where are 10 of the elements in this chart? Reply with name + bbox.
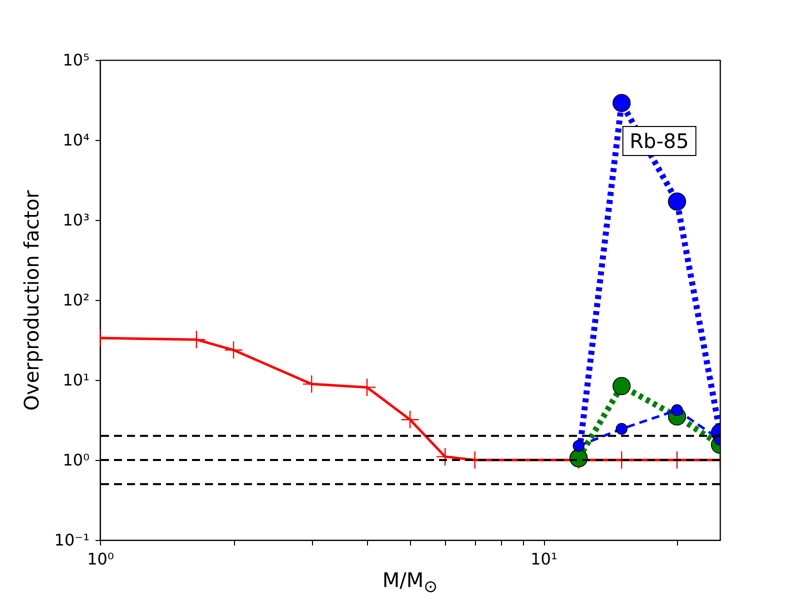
y-tick-label: 10⁰: [62, 450, 90, 470]
y-axis-title: Overproduction factor: [19, 190, 44, 411]
y-tick-label: 10¹: [62, 370, 90, 390]
x-axis-title: M/M$_{⊙}$: [381, 568, 439, 596]
y-tick-label: 10³: [62, 210, 90, 230]
y-tick-label: 10²: [62, 290, 90, 310]
y-tick-label: 10⁻¹: [54, 530, 90, 550]
y-tick-label: 10⁴: [62, 130, 90, 150]
annotation: Rb-85: [622, 126, 696, 156]
y-tick-label: 10⁵: [62, 50, 90, 70]
